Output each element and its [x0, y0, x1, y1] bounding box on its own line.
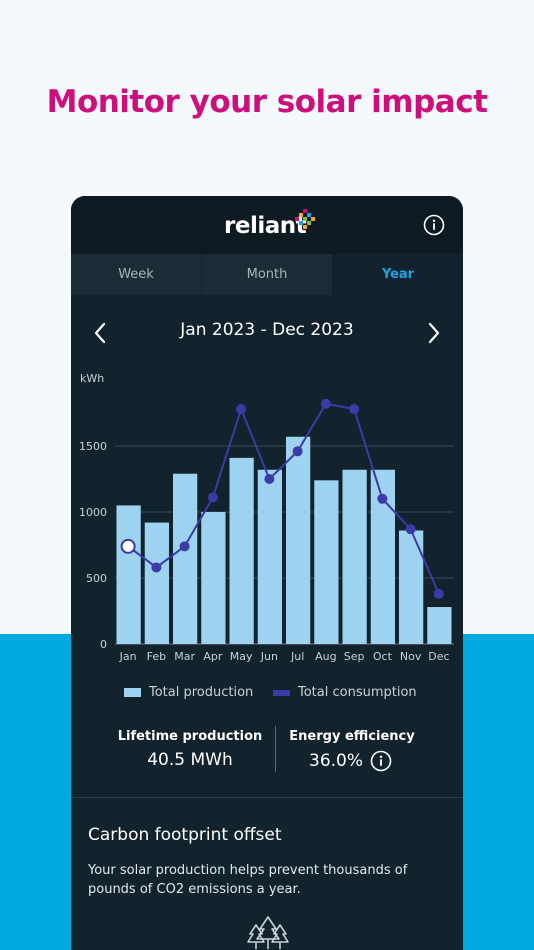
bar-feb: [144, 522, 169, 644]
x-tick-label: Jan: [119, 650, 137, 663]
bar-aug: [314, 480, 339, 644]
x-tick-label: Dec: [428, 650, 449, 663]
lifetime-production-label: Lifetime production: [117, 729, 263, 744]
info-icon[interactable]: [423, 214, 445, 236]
chevron-right-icon[interactable]: [425, 321, 443, 345]
chevron-left-icon[interactable]: [91, 321, 109, 345]
legend-consumption-label: Total consumption: [298, 685, 417, 700]
bar-jun: [257, 469, 282, 644]
consumption-point-apr: [207, 492, 218, 503]
consumption-point-feb: [151, 562, 162, 573]
legend-production-label: Total production: [149, 685, 254, 700]
tab-week[interactable]: Week: [71, 254, 201, 295]
section-divider: [71, 797, 463, 798]
period-tabs: Week Month Year: [71, 254, 463, 295]
bar-sep: [342, 469, 367, 644]
x-tick-label: Jul: [290, 650, 304, 663]
legend-consumption-swatch: [273, 689, 290, 696]
date-range-label: Jan 2023 - Dec 2023: [180, 320, 354, 340]
tab-year[interactable]: Year: [333, 254, 463, 295]
reliant-logo: reliant: [224, 213, 307, 239]
energy-chart: kWh 0 500 1000 1500 Jan Feb Mar Apr May Jun Jul Aug S…: [79, 372, 454, 663]
y-tick-label: 1000: [79, 506, 107, 519]
energy-efficiency-label: Energy efficiency: [289, 729, 415, 744]
consumption-point-jul: [292, 446, 303, 457]
x-tick-label: Feb: [147, 650, 166, 663]
consumption-point-sep: [349, 404, 360, 415]
consumption-point-jun: [264, 474, 275, 484]
x-tick-label: Oct: [373, 650, 393, 663]
y-tick-label: 0: [100, 638, 107, 651]
x-tick-label: Sep: [344, 650, 365, 663]
y-tick-label: 500: [86, 572, 107, 585]
x-tick-label: Jun: [260, 650, 278, 663]
legend-consumption: Total consumption: [273, 685, 417, 703]
lifetime-production-value: 40.5 MWh: [147, 750, 233, 770]
consumption-point-selected: [120, 538, 136, 554]
x-tick-label: Apr: [203, 650, 223, 663]
carbon-offset-description: Your solar production helps prevent thou…: [88, 863, 408, 897]
legend-production-swatch: [124, 688, 141, 697]
consumption-point-mar: [179, 541, 190, 552]
tab-month[interactable]: Month: [202, 254, 332, 295]
trees-icon: [247, 916, 289, 949]
x-tick-label: Aug: [315, 650, 336, 663]
bar-jul: [286, 436, 311, 644]
info-icon[interactable]: [370, 750, 392, 772]
consumption-point-may: [236, 404, 247, 415]
x-tick-label: Nov: [400, 650, 422, 663]
bar-apr: [201, 512, 226, 644]
y-axis-unit: kWh: [80, 372, 104, 385]
energy-efficiency-value: 36.0%: [309, 751, 364, 771]
stats-divider: [275, 726, 276, 772]
consumption-point-aug: [320, 398, 331, 409]
x-tick-label: May: [230, 650, 253, 663]
reliant-logo-mark: [295, 209, 315, 229]
bar-mar: [173, 473, 198, 644]
page-headline: Monitor your solar impact: [46, 84, 488, 120]
consumption-point-dec: [433, 588, 444, 599]
bar-jan: [116, 505, 141, 644]
legend-production: Total production: [124, 685, 253, 703]
consumption-line: [127, 402, 440, 595]
app-screen: reliant Week Month Year Jan 2023 - Dec 2…: [71, 196, 463, 950]
consumption-point-nov: [405, 524, 416, 535]
x-tick-label: Mar: [174, 650, 195, 663]
y-tick-label: 1500: [79, 440, 107, 453]
bar-dec: [427, 607, 452, 644]
bar-may: [229, 457, 254, 644]
app-header: reliant: [71, 196, 463, 254]
consumption-point-oct: [377, 493, 388, 504]
carbon-offset-title: Carbon footprint offset: [88, 825, 282, 845]
